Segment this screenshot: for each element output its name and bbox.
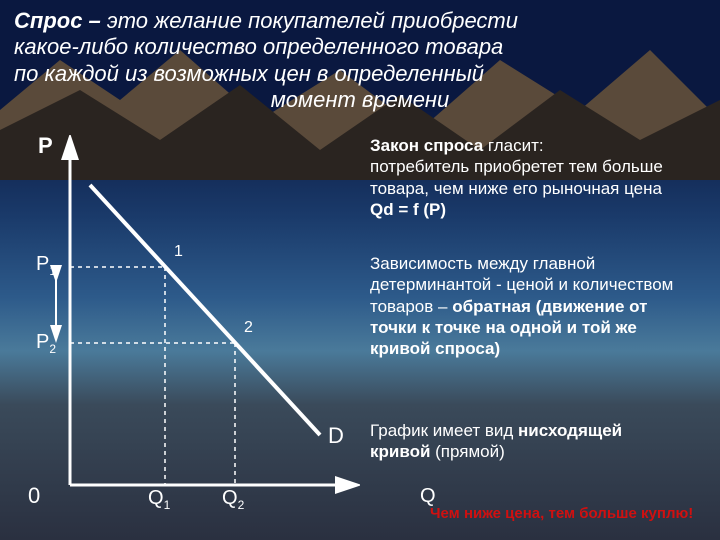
- q1-label: Q1: [148, 487, 170, 512]
- relation-text: Зависимость между главной детерминантой …: [370, 253, 715, 359]
- point-2-num: 2: [244, 319, 253, 337]
- p1-label: P1: [36, 253, 56, 278]
- p2-label: P2: [36, 331, 56, 356]
- origin-label: 0: [28, 483, 40, 509]
- chart-svg: [40, 135, 360, 525]
- point-1-num: 1: [174, 243, 183, 261]
- demand-curve: [90, 185, 320, 435]
- graph-note-text: График имеет вид нисходящей кривой (прям…: [370, 420, 710, 463]
- demand-chart: P 0 P1 P2 1 2 D Q1 Q2 Q: [40, 135, 360, 525]
- x-axis-label: Q: [420, 485, 436, 508]
- q2-label: Q2: [222, 487, 244, 512]
- red-conclusion-text: Чем ниже цена, тем больше куплю!: [430, 505, 720, 524]
- slide-title: Спрос – это желание покупателей приобрес…: [14, 8, 706, 114]
- y-axis-label: P: [38, 133, 53, 159]
- curve-d-label: D: [328, 423, 344, 449]
- law-of-demand-text: Закон спроса гласит: потребитель приобре…: [370, 135, 710, 220]
